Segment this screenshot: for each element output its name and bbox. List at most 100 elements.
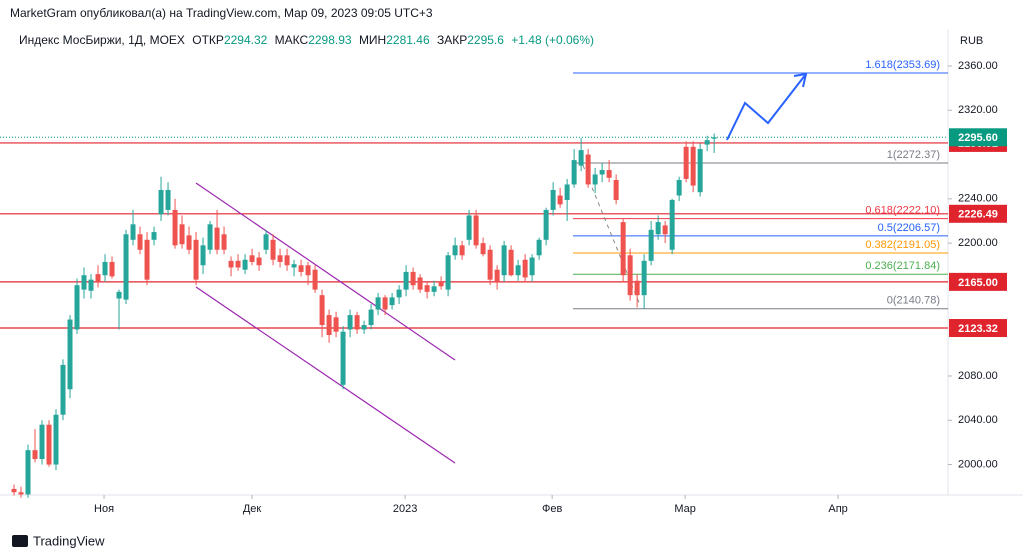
fib-label: 0(2140.78) [887, 295, 940, 307]
candle-body [494, 269, 500, 282]
candle-body [312, 269, 318, 290]
x-tick-label: Апр [828, 503, 847, 515]
candle-body [445, 255, 451, 290]
candle-body [641, 260, 647, 296]
candle-body [459, 245, 465, 256]
fib-label: 0.236(2171.84) [865, 260, 940, 272]
candle-body [151, 232, 157, 240]
candle-body [165, 189, 171, 210]
candle-body [634, 280, 640, 296]
candle-body [375, 297, 381, 310]
candle-body [578, 150, 584, 166]
candle-body [263, 234, 269, 250]
candle-body [158, 189, 164, 215]
open-value: 2294.32 [224, 33, 268, 47]
candle-body [53, 414, 59, 465]
candle-body [144, 239, 150, 280]
candle-body [347, 315, 353, 330]
price-label: 2295.60 [958, 132, 998, 144]
candle-body [172, 209, 178, 246]
candle-body [193, 239, 199, 280]
candle-body [669, 199, 675, 250]
candle-body [109, 261, 115, 277]
x-tick-label: Ноя [94, 503, 114, 515]
candle-body [270, 239, 276, 260]
fib-label: 0.5(2206.57) [878, 222, 940, 234]
candle-body [214, 227, 220, 250]
candle-body [501, 245, 507, 276]
candle-body [249, 255, 255, 262]
candle-body [179, 224, 185, 245]
fib-label: 1(2272.37) [887, 149, 940, 161]
candle-body [571, 160, 577, 185]
candle-body [235, 260, 241, 268]
candle-body [424, 285, 430, 292]
candle-body [256, 257, 262, 266]
candle-body [403, 271, 409, 290]
candle-body [592, 174, 598, 185]
candle-body [683, 146, 689, 179]
y-tick-label: 2080.00 [958, 370, 998, 382]
candle-body [333, 317, 339, 332]
candle-body [228, 260, 234, 268]
high-label: МАКС [275, 33, 309, 47]
candle-body [200, 245, 206, 266]
candle-body [536, 239, 542, 256]
candle-body [606, 170, 612, 178]
candle-body [81, 275, 87, 290]
candle-body [697, 149, 703, 193]
candle-body [368, 309, 374, 326]
candle-body [676, 180, 682, 196]
candle-body [74, 285, 80, 330]
candle-body [242, 259, 248, 270]
y-tick-label: 2240.00 [958, 193, 998, 205]
candle-body [704, 140, 710, 145]
level-tag [949, 272, 1007, 291]
candle-body [557, 195, 563, 205]
candle-body [102, 261, 108, 276]
candle-body [137, 234, 143, 250]
candle-body [543, 209, 549, 240]
candle-body [613, 180, 619, 200]
candle-body [627, 255, 633, 296]
candle-body [95, 274, 101, 282]
candle-body [620, 222, 626, 276]
candle-body [18, 492, 24, 495]
fib-label: 1.618(2353.69) [865, 59, 940, 71]
y-tick-label: 2320.00 [958, 104, 998, 116]
candle-body [466, 215, 472, 240]
candle-body [116, 291, 122, 299]
candle-body [60, 364, 66, 415]
level-label: 2123.32 [958, 323, 998, 335]
footer: TradingView [33, 533, 105, 548]
candle-body [690, 146, 696, 186]
candle-body [480, 243, 486, 255]
fib-label: 0.618(2222.10) [865, 205, 940, 217]
candle-body [711, 137, 717, 139]
candle-body [32, 450, 38, 460]
x-tick-label: Мар [674, 503, 696, 515]
candle-body [529, 257, 535, 276]
low-value: 2281.46 [386, 33, 430, 47]
candle-body [389, 297, 395, 306]
candle-body [130, 224, 136, 240]
candle-body [221, 234, 227, 250]
y-tick-label: 2200.00 [958, 237, 998, 249]
x-tick-label: Дек [243, 503, 262, 515]
candle-body [354, 315, 360, 330]
candle-body [431, 286, 437, 292]
candle-body [46, 424, 52, 465]
open-label: ОТКР [192, 33, 224, 47]
candle-body [655, 222, 661, 235]
high-value: 2298.93 [308, 33, 352, 47]
candle-body [284, 255, 290, 266]
level-tag [949, 204, 1007, 223]
price-tag [949, 128, 1007, 147]
candle-body [39, 424, 45, 460]
candle-body [25, 450, 31, 495]
candle-body [550, 189, 556, 210]
x-tick-label: Фев [542, 503, 562, 515]
low-label: МИН [359, 33, 386, 47]
